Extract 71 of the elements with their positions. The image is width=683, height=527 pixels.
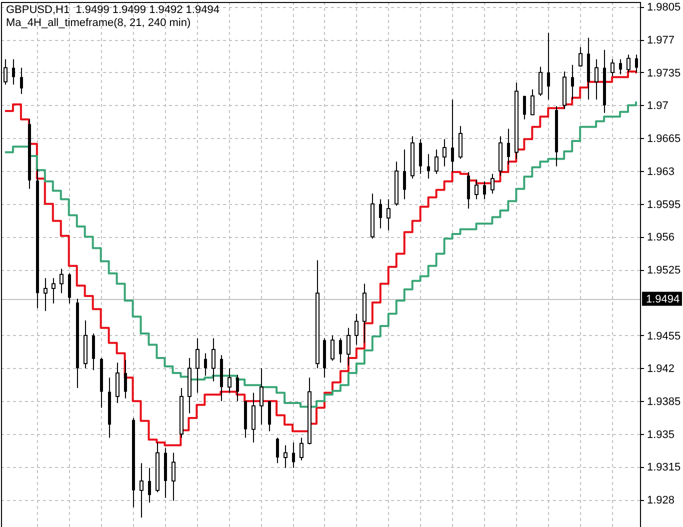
candlestick [92, 333, 95, 371]
candlestick [626, 54, 630, 73]
candlestick [196, 338, 200, 394]
candlestick [292, 442, 295, 468]
y-tick-label: 1.977 [647, 34, 675, 46]
candlestick [434, 148, 438, 174]
y-tick-label: 1.9595 [647, 198, 681, 211]
candlestick [268, 400, 271, 432]
candlestick [538, 66, 542, 96]
y-tick-label: 1.9665 [647, 133, 681, 146]
y-tick-label: 1.963 [647, 166, 675, 178]
candlestick [228, 368, 232, 394]
y-tick-label: 1.942 [647, 363, 675, 376]
candlestick [442, 138, 446, 167]
chart-title: GBPUSD,H1 1.9499 1.9499 1.9492 1.9494 [6, 4, 220, 16]
candlestick [547, 32, 550, 100]
y-tick-label: 1.9315 [647, 462, 681, 474]
candlestick [300, 437, 304, 461]
candlestick [610, 58, 614, 77]
candlestick [467, 171, 470, 210]
candlestick [635, 54, 638, 73]
candlestick [419, 138, 422, 174]
candlestick [354, 313, 358, 346]
candlestick [619, 58, 622, 75]
candlestick [44, 278, 48, 312]
text: Ma_4H_all_timeframe(8, 21, 240 min) [6, 17, 191, 29]
candlestick [68, 272, 71, 304]
candlestick [523, 95, 526, 120]
candlestick [260, 368, 264, 426]
candlestick [386, 198, 390, 231]
y-tick-label: 1.9735 [647, 67, 681, 80]
candlestick [284, 444, 288, 468]
y-tick-label: 1.956 [647, 232, 675, 244]
candlestick [236, 374, 239, 402]
candlestick [403, 148, 406, 200]
candlestick [212, 338, 216, 382]
candlestick [530, 88, 534, 116]
y-tick-label: 1.9525 [647, 264, 681, 277]
candlestick [458, 125, 462, 160]
candlestick [346, 327, 350, 366]
candlestick [204, 352, 207, 376]
candlestick [490, 173, 494, 194]
candlestick [148, 467, 151, 504]
candlestick [124, 359, 127, 399]
candlestick [483, 180, 486, 200]
y-tick-label: 1.9385 [647, 396, 681, 408]
candlestick [140, 462, 144, 518]
candlestick [507, 128, 510, 165]
y-tick-label: 1.97 [647, 100, 668, 112]
candlestick [474, 179, 478, 200]
candlestick [339, 338, 342, 364]
candlestick [52, 278, 56, 304]
candlestick [60, 268, 64, 294]
candlestick [252, 392, 256, 443]
y-tick-label: 1.9805 [647, 2, 681, 14]
candlestick [451, 99, 454, 172]
candlestick [20, 67, 23, 95]
candlestick [594, 58, 598, 100]
candlestick [276, 437, 279, 464]
y-tick-label: 1.9455 [647, 330, 681, 342]
candlestick [379, 198, 382, 229]
candlestick [427, 154, 430, 180]
candlestick [571, 64, 574, 100]
candlestick [330, 334, 334, 362]
candlestick [116, 362, 120, 404]
candlestick [12, 58, 15, 86]
y-tick-label: 1.928 [647, 494, 675, 507]
ref-line-label: 1.9494 [646, 294, 680, 306]
candlestick [172, 452, 176, 502]
y-tick-label: 1.935 [647, 428, 675, 441]
candlestick [578, 46, 582, 68]
